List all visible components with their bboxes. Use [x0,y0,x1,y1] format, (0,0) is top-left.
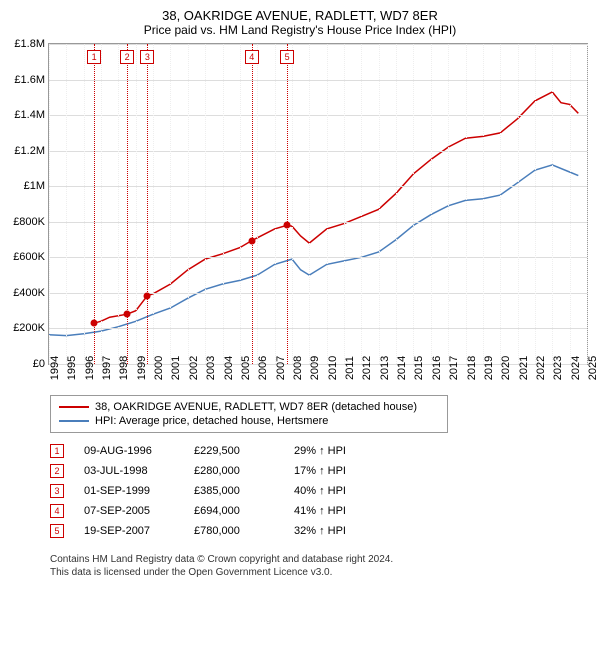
sales-row-date: 09-AUG-1996 [84,445,194,457]
y-axis-label: £0 [33,358,45,370]
sales-row: 3 01-SEP-1999£385,00040% ↑ HPI [50,481,600,501]
x-axis-label: 2017 [448,356,460,380]
sales-row-hpi: 32% ↑ HPI [294,525,394,537]
legend-item: 38, OAKRIDGE AVENUE, RADLETT, WD7 8ER (d… [59,400,439,414]
x-axis-label: 2006 [257,356,269,380]
y-axis-label: £600K [13,251,45,263]
y-axis-label: £1.2M [14,145,45,157]
sales-row: 4 07-SEP-2005£694,00041% ↑ HPI [50,501,600,521]
x-axis-label: 2009 [309,356,321,380]
sales-row-date: 01-SEP-1999 [84,485,194,497]
x-axis-label: 2004 [223,356,235,380]
sale-dot-5 [284,222,291,229]
sales-row-date: 03-JUL-1998 [84,465,194,477]
y-axis-label: £200K [13,322,45,334]
sale-dot-2 [124,311,131,318]
chart-subtitle: Price paid vs. HM Land Registry's House … [0,23,600,43]
series-line [94,92,578,323]
sales-row-price: £229,500 [194,445,294,457]
x-axis-label: 1994 [49,356,61,380]
sale-dot-4 [248,237,255,244]
y-axis-label: £1.4M [14,109,45,121]
x-axis-label: 2003 [205,356,217,380]
x-axis-label: 1999 [136,356,148,380]
y-axis-label: £800K [13,216,45,228]
sales-row-price: £280,000 [194,465,294,477]
sales-row-number: 5 [50,524,64,538]
footnote-line-1: Contains HM Land Registry data © Crown c… [50,553,600,566]
sale-marker-3: 3 [140,50,154,64]
x-axis-label: 2011 [344,356,356,380]
sale-marker-5: 5 [280,50,294,64]
x-axis-label: 2021 [518,356,530,380]
price-chart-container: 38, OAKRIDGE AVENUE, RADLETT, WD7 8ER Pr… [0,0,600,650]
sales-row-number: 3 [50,484,64,498]
x-axis-label: 2012 [361,356,373,380]
x-axis-label: 1995 [66,356,78,380]
sales-row: 1 09-AUG-1996£229,50029% ↑ HPI [50,441,600,461]
x-axis-label: 2005 [240,356,252,380]
x-axis-label: 2001 [170,356,182,380]
sales-row: 2 03-JUL-1998£280,00017% ↑ HPI [50,461,600,481]
chart-plot-area: £0£200K£400K£600K£800K£1M£1.2M£1.4M£1.6M… [48,43,588,365]
sale-marker-1: 1 [87,50,101,64]
x-axis-label: 2010 [327,356,339,380]
sale-marker-4: 4 [245,50,259,64]
x-axis-label: 2013 [379,356,391,380]
sales-row-number: 1 [50,444,64,458]
x-axis-label: 2025 [587,356,599,380]
y-axis-label: £400K [13,287,45,299]
sale-marker-2: 2 [120,50,134,64]
x-axis-label: 2024 [570,356,582,380]
sales-row-date: 07-SEP-2005 [84,505,194,517]
x-axis-label: 2022 [535,356,547,380]
sales-table: 1 09-AUG-1996£229,50029% ↑ HPI 2 03-JUL-199… [50,441,600,541]
legend-label: 38, OAKRIDGE AVENUE, RADLETT, WD7 8ER (d… [95,401,417,413]
legend-item: HPI: Average price, detached house, Hert… [59,414,439,428]
chart-legend: 38, OAKRIDGE AVENUE, RADLETT, WD7 8ER (d… [50,395,448,433]
y-axis-label: £1M [24,180,45,192]
legend-swatch [59,406,89,408]
x-axis-label: 2015 [413,356,425,380]
x-axis-label: 2000 [153,356,165,380]
sales-row-hpi: 41% ↑ HPI [294,505,394,517]
sales-row-price: £780,000 [194,525,294,537]
footnote-line-2: This data is licensed under the Open Gov… [50,566,600,579]
sale-dot-3 [144,292,151,299]
x-axis-label: 2007 [275,356,287,380]
sales-row-number: 2 [50,464,64,478]
x-axis-label: 2014 [396,356,408,380]
x-axis-label: 2018 [466,356,478,380]
sales-row-price: £385,000 [194,485,294,497]
sales-row-hpi: 29% ↑ HPI [294,445,394,457]
sales-row-price: £694,000 [194,505,294,517]
y-axis-label: £1.8M [14,38,45,50]
chart-footnote: Contains HM Land Registry data © Crown c… [50,553,600,579]
y-axis-label: £1.6M [14,74,45,86]
sale-dot-1 [91,320,98,327]
legend-label: HPI: Average price, detached house, Hert… [95,415,328,427]
sales-row: 5 19-SEP-2007£780,00032% ↑ HPI [50,521,600,541]
x-axis-label: 2008 [292,356,304,380]
x-axis-label: 1998 [118,356,130,380]
x-axis-label: 1997 [101,356,113,380]
x-axis-label: 2016 [431,356,443,380]
x-axis-label: 2023 [552,356,564,380]
chart-title: 38, OAKRIDGE AVENUE, RADLETT, WD7 8ER [0,0,600,23]
sales-row-date: 19-SEP-2007 [84,525,194,537]
legend-swatch [59,420,89,422]
sales-row-hpi: 40% ↑ HPI [294,485,394,497]
x-axis-label: 2019 [483,356,495,380]
x-axis-label: 2020 [500,356,512,380]
sales-row-hpi: 17% ↑ HPI [294,465,394,477]
sales-row-number: 4 [50,504,64,518]
x-axis-label: 2002 [188,356,200,380]
